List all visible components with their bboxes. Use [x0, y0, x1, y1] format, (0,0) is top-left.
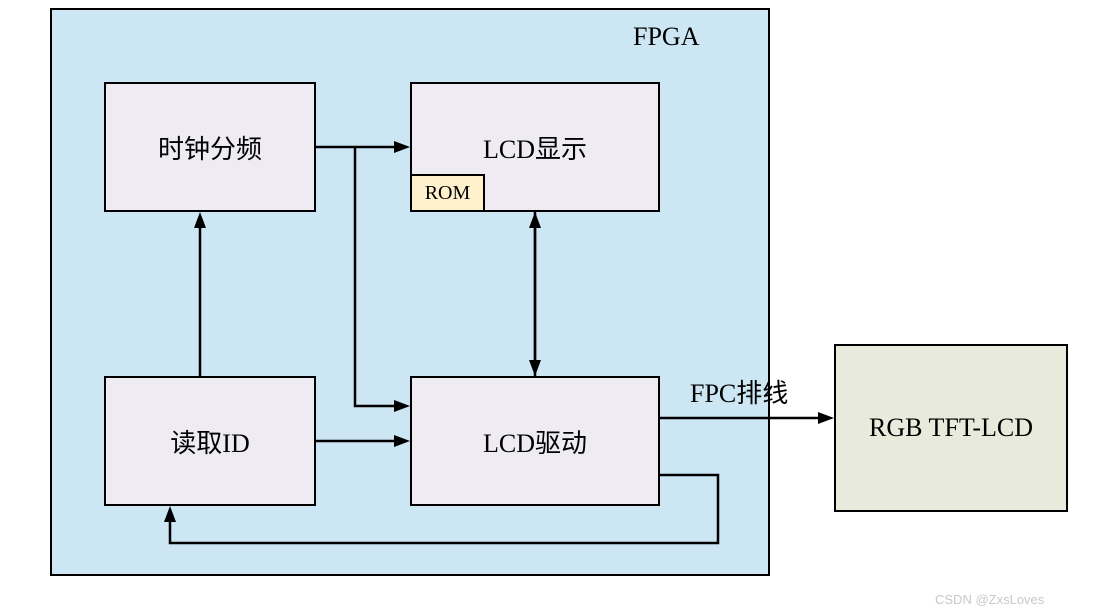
node-clock-divider-label: 时钟分频 [158, 129, 262, 166]
fpga-label: FPGA [633, 22, 699, 52]
node-read-id: 读取ID [104, 376, 316, 506]
node-tft-lcd: RGB TFT-LCD [834, 344, 1068, 512]
fpc-edge-label: FPC排线 [690, 373, 788, 410]
node-rom-label: ROM [425, 182, 471, 205]
node-read-id-label: 读取ID [170, 423, 249, 460]
watermark: CSDN @ZxsLoves [935, 592, 1044, 607]
node-clock-divider: 时钟分频 [104, 82, 316, 212]
node-lcd-display-label: LCD显示 [483, 129, 587, 166]
node-rom: ROM [410, 174, 485, 212]
node-tft-lcd-label: RGB TFT-LCD [869, 413, 1033, 443]
node-lcd-driver: LCD驱动 [410, 376, 660, 506]
node-lcd-driver-label: LCD驱动 [483, 423, 587, 460]
diagram-canvas: FPGA 时钟分频 读取ID LCD显示 ROM LCD驱动 RGB TFT-L… [0, 0, 1093, 614]
